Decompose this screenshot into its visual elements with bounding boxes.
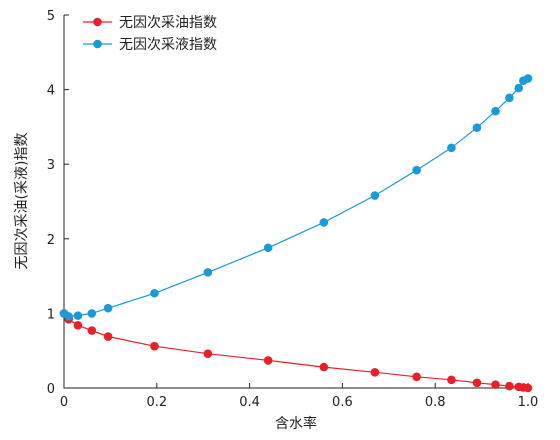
data-point [447, 375, 456, 385]
axes [63, 15, 528, 389]
legend-marker [93, 39, 102, 49]
data-point [103, 303, 113, 313]
legend-label: 无因次采油指数 [119, 15, 217, 31]
data-point [447, 143, 456, 153]
series-line [63, 77, 529, 318]
data-point [150, 288, 159, 298]
data-point [87, 326, 97, 335]
data-point [319, 218, 329, 227]
series-1 [59, 309, 533, 393]
data-point [87, 309, 97, 318]
data-point [505, 93, 514, 103]
legend-item: 无因次采液指数 [83, 37, 217, 53]
x-tick-label: 0 [60, 395, 68, 410]
data-point [472, 123, 482, 132]
y-axis-label: 无因次采油(采液)指数 [14, 133, 30, 270]
data-point [263, 243, 273, 253]
legend-item: 无因次采油指数 [83, 15, 217, 31]
y-tick-label: 1 [47, 307, 55, 322]
y-tick-label: 3 [47, 158, 55, 173]
y-tick-label: 2 [47, 233, 55, 248]
x-tick-label: 0.6 [332, 395, 353, 410]
legend-label: 无因次采液指数 [119, 37, 217, 53]
series-2 [59, 74, 533, 321]
data-point [370, 368, 380, 377]
data-point [412, 165, 421, 175]
data-point [203, 349, 213, 358]
data-point [523, 74, 533, 83]
data-point [263, 356, 273, 365]
x-tick-label: 0.8 [425, 395, 446, 410]
data-point [472, 378, 482, 388]
y-ticks: 0 1 2 3 4 5 [47, 9, 69, 397]
data-point [73, 321, 83, 330]
data-point [150, 341, 159, 351]
legend-marker [93, 17, 102, 27]
data-point [514, 83, 524, 93]
series-line [63, 313, 529, 389]
axis-frame [63, 15, 528, 389]
data-point [491, 106, 500, 116]
data-point [319, 362, 329, 372]
data-point [523, 383, 533, 393]
x-tick-label: 0.4 [239, 395, 260, 410]
x-ticks: 0 0.2 0.4 0.6 0.8 1.0 [60, 383, 538, 410]
data-point [64, 312, 73, 321]
data-point [73, 311, 83, 320]
data-point [412, 372, 421, 382]
data-point [370, 191, 380, 200]
x-tick-label: 1.0 [518, 395, 539, 410]
data-point [203, 268, 213, 277]
data-point [505, 381, 514, 391]
data-point [103, 332, 113, 341]
data-point [491, 380, 500, 389]
y-tick-label: 5 [47, 9, 55, 24]
x-axis-label: 含水率 [275, 415, 317, 432]
series-layer [59, 74, 533, 393]
x-tick-label: 0.2 [146, 395, 167, 410]
y-tick-label: 0 [47, 382, 55, 397]
y-tick-label: 4 [47, 84, 55, 99]
